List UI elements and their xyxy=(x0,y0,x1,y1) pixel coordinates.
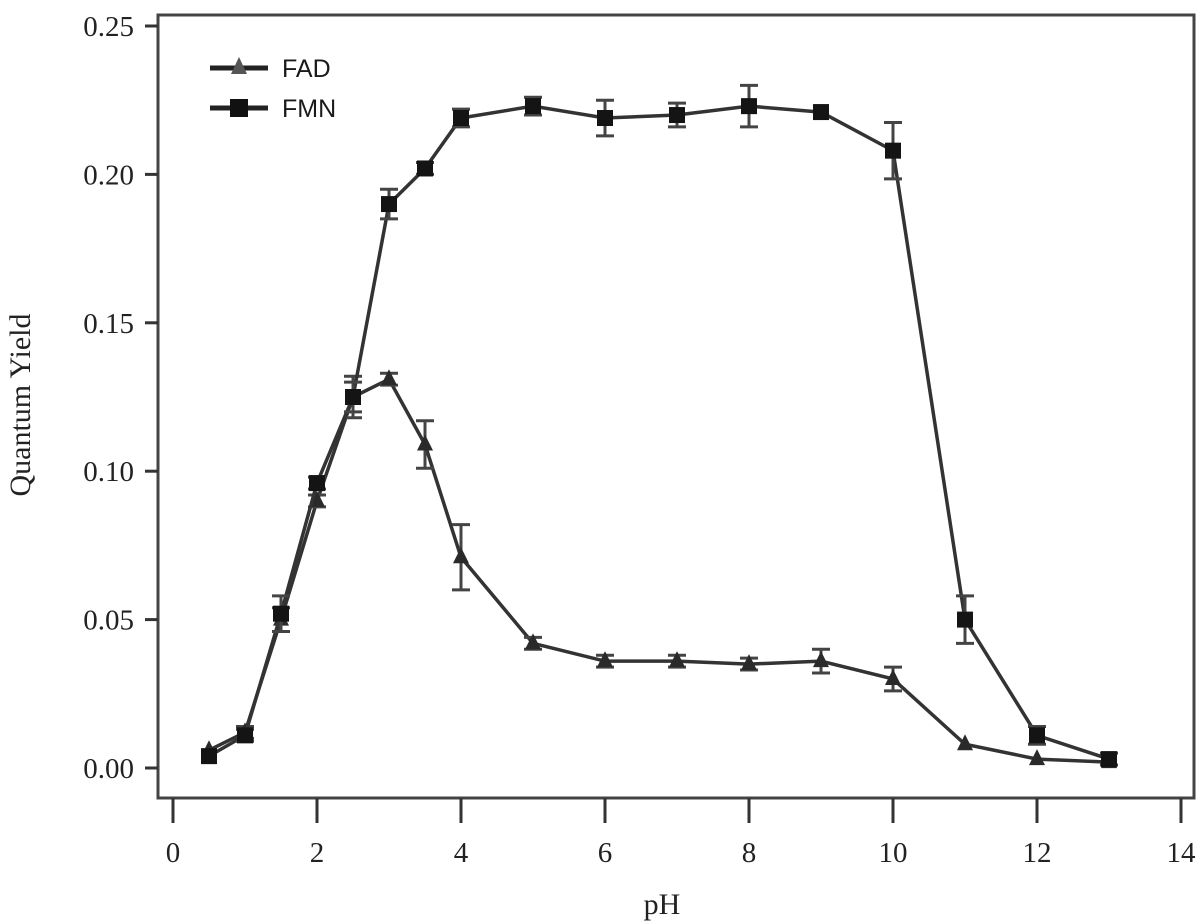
x-tick-label: 2 xyxy=(310,837,325,869)
legend-item-fmn: FMN xyxy=(210,95,336,123)
legend: FAD FMN xyxy=(210,55,336,123)
y-axis-title: Quantum Yield xyxy=(4,313,37,496)
square-marker-icon xyxy=(741,98,757,115)
square-marker-icon xyxy=(381,196,397,213)
y-tick-label: 0.15 xyxy=(83,308,134,340)
square-marker-icon xyxy=(1029,727,1045,744)
square-marker-icon xyxy=(1101,751,1117,768)
y-tick-label: 0.05 xyxy=(83,605,134,637)
plot-frame xyxy=(156,13,1196,800)
square-marker-icon xyxy=(597,110,613,127)
series-line xyxy=(208,376,1110,764)
triangle-marker-icon xyxy=(525,633,541,650)
x-tick-label: 6 xyxy=(598,837,613,869)
triangle-marker-icon xyxy=(813,651,829,668)
x-tick-label: 12 xyxy=(1023,837,1052,869)
triangle-marker-icon xyxy=(231,57,247,74)
series-layer xyxy=(201,83,1118,769)
legend-item-fad: FAD xyxy=(210,55,331,83)
square-marker-icon xyxy=(201,748,217,765)
legend-label-fad: FAD xyxy=(282,55,331,83)
y-tick-label: 0.00 xyxy=(83,753,134,785)
square-marker-icon xyxy=(237,727,253,744)
triangle-marker-icon xyxy=(597,651,613,668)
triangle-marker-icon xyxy=(453,547,469,564)
x-tick-label: 14 xyxy=(1167,837,1197,869)
square-marker-icon xyxy=(669,107,685,124)
square-marker-icon xyxy=(273,605,289,622)
x-axis-title: pH xyxy=(644,888,681,921)
x-tick-label: 4 xyxy=(454,837,469,869)
square-marker-icon xyxy=(230,99,248,117)
series-fmn xyxy=(201,83,1118,768)
x-tick-label: 0 xyxy=(166,837,181,869)
square-marker-icon xyxy=(957,611,973,628)
square-marker-icon xyxy=(885,142,901,159)
legend-label-fmn: FMN xyxy=(282,95,336,123)
triangle-marker-icon xyxy=(741,654,757,671)
triangle-marker-icon xyxy=(669,651,685,668)
y-tick-label: 0.20 xyxy=(83,159,134,191)
x-tick-label: 10 xyxy=(879,837,908,869)
triangle-marker-icon xyxy=(417,434,433,451)
x-tick-label: 8 xyxy=(742,837,757,869)
square-marker-icon xyxy=(345,389,361,405)
square-marker-icon xyxy=(813,104,829,121)
triangle-marker-icon xyxy=(1029,749,1045,766)
y-tick-label: 0.10 xyxy=(83,456,134,488)
axes: 0.00 0.05 0.10 0.15 0.20 0.25 0 2 4 6 8 10 12 14 xyxy=(83,11,1196,869)
triangle-marker-icon xyxy=(381,369,397,386)
square-marker-icon xyxy=(525,98,541,115)
square-marker-icon xyxy=(417,160,433,177)
square-marker-icon xyxy=(309,475,325,492)
triangle-marker-icon xyxy=(957,734,973,751)
square-marker-icon xyxy=(453,110,469,127)
y-tick-label: 0.25 xyxy=(83,11,134,43)
triangle-marker-icon xyxy=(885,668,901,685)
